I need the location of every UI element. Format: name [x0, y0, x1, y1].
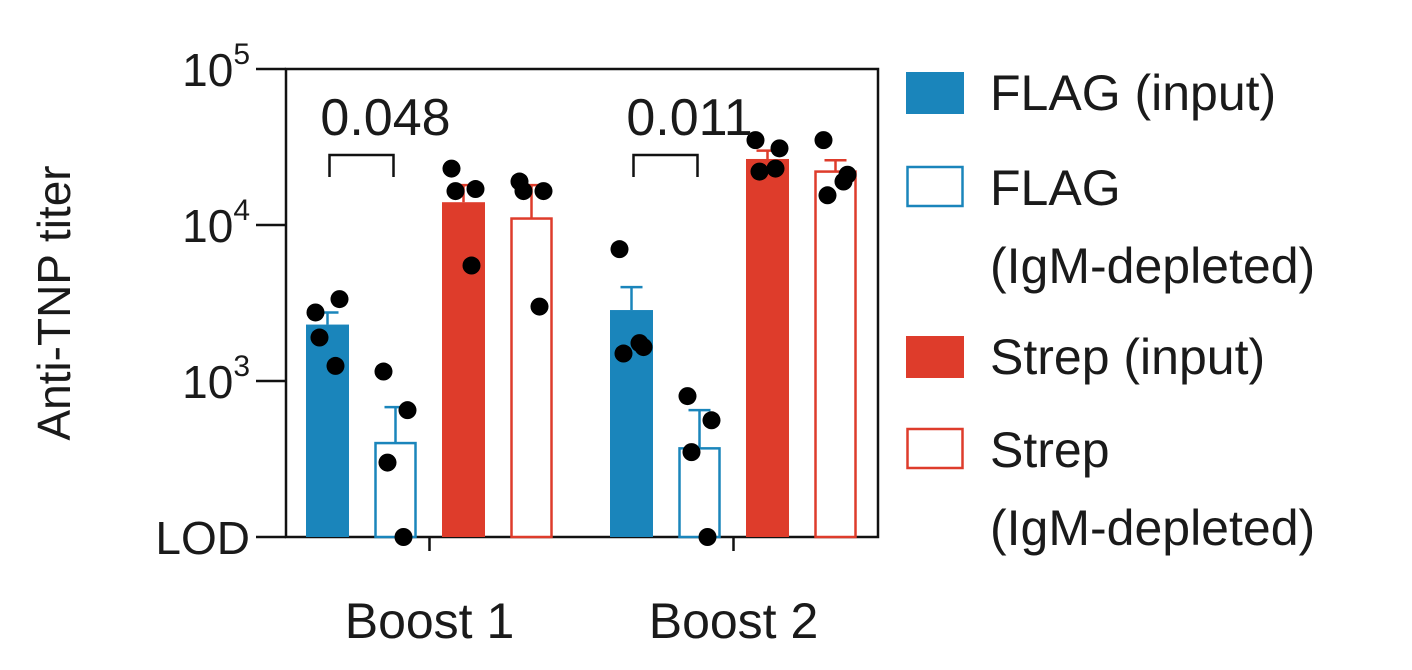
bar-s2-c0: [442, 202, 485, 537]
point-s0-c0-1: [330, 290, 349, 309]
significance-annotations: 0.048 0.011: [320, 89, 753, 177]
legend-label-3-line-1: (IgM-depleted): [990, 500, 1315, 556]
point-s3-c1-3: [834, 172, 853, 191]
point-s3-c0-2: [514, 182, 533, 201]
x-category-label-1: Boost 2: [649, 593, 819, 649]
point-s0-c0-0: [306, 303, 325, 322]
point-s2-c0-1: [466, 180, 485, 199]
point-s3-c1-0: [814, 131, 833, 150]
legend-swatch-2: [906, 336, 964, 378]
legend-label-2-line-0: Strep (input): [990, 329, 1265, 385]
bar-s0-c0: [306, 324, 349, 537]
y-axis-label: Anti-TNP titer: [28, 165, 80, 440]
point-s1-c1-2: [682, 443, 701, 462]
y-tick-label-2: 104: [182, 194, 250, 252]
bar-s3-c1: [814, 170, 857, 539]
point-s2-c0-2: [446, 182, 465, 201]
point-s2-c1-2: [750, 162, 769, 181]
significance-bracket-0: [328, 153, 395, 177]
legend-label-1-line-0: FLAG: [990, 160, 1121, 216]
bar-s2-c1: [746, 158, 789, 538]
point-s0-c0-3: [326, 356, 345, 375]
y-tick-label-3: 105: [182, 38, 250, 96]
point-s1-c0-0: [374, 362, 393, 381]
point-s1-c0-2: [378, 453, 397, 472]
point-s1-c0-1: [398, 401, 417, 420]
x-category-label-0: Boost 1: [345, 593, 515, 649]
plot-frame: [284, 67, 880, 539]
point-s2-c1-1: [770, 139, 789, 158]
point-s2-c0-3: [462, 256, 481, 275]
legend-label-3-line-0: Strep: [990, 422, 1110, 478]
legend-label-1-line-1: (IgM-depleted): [990, 238, 1315, 294]
point-s2-c1-0: [746, 131, 765, 150]
point-s2-c1-3: [766, 159, 785, 178]
point-s0-c0-2: [310, 328, 329, 347]
point-s0-c1-2: [614, 344, 633, 363]
point-s1-c1-3: [698, 528, 717, 546]
point-s3-c1-2: [818, 186, 837, 205]
point-s2-c0-0: [442, 159, 461, 178]
legend-label-0-line-0: FLAG (input): [990, 65, 1276, 121]
axes: LOD 103 104 105 Anti-TNP titer Boost 1 Boost 2: [28, 38, 880, 649]
data-points: [306, 131, 857, 546]
bar-s3-c0: [510, 217, 553, 539]
point-s0-c1-3: [630, 334, 649, 353]
bar-s1-c1: [678, 447, 721, 539]
point-s0-c1-0: [610, 240, 629, 259]
legend: FLAG (input) FLAG (IgM-depleted) Strep (inp…: [906, 65, 1315, 556]
y-tick-label-0: LOD: [155, 512, 250, 564]
point-s1-c1-0: [678, 387, 697, 406]
point-s3-c0-3: [530, 297, 549, 316]
point-s1-c1-1: [702, 411, 721, 430]
legend-swatch-0: [906, 72, 964, 114]
legend-swatch-3: [906, 427, 964, 470]
p-value-label-1: 0.011: [626, 89, 752, 147]
bars: [306, 149, 857, 539]
point-s1-c0-3: [394, 528, 413, 546]
y-tick-label-1: 103: [182, 350, 250, 408]
significance-bracket-1: [632, 153, 699, 177]
p-value-label-0: 0.048: [320, 89, 450, 147]
point-s3-c0-1: [534, 182, 553, 201]
legend-swatch-1: [906, 165, 964, 208]
